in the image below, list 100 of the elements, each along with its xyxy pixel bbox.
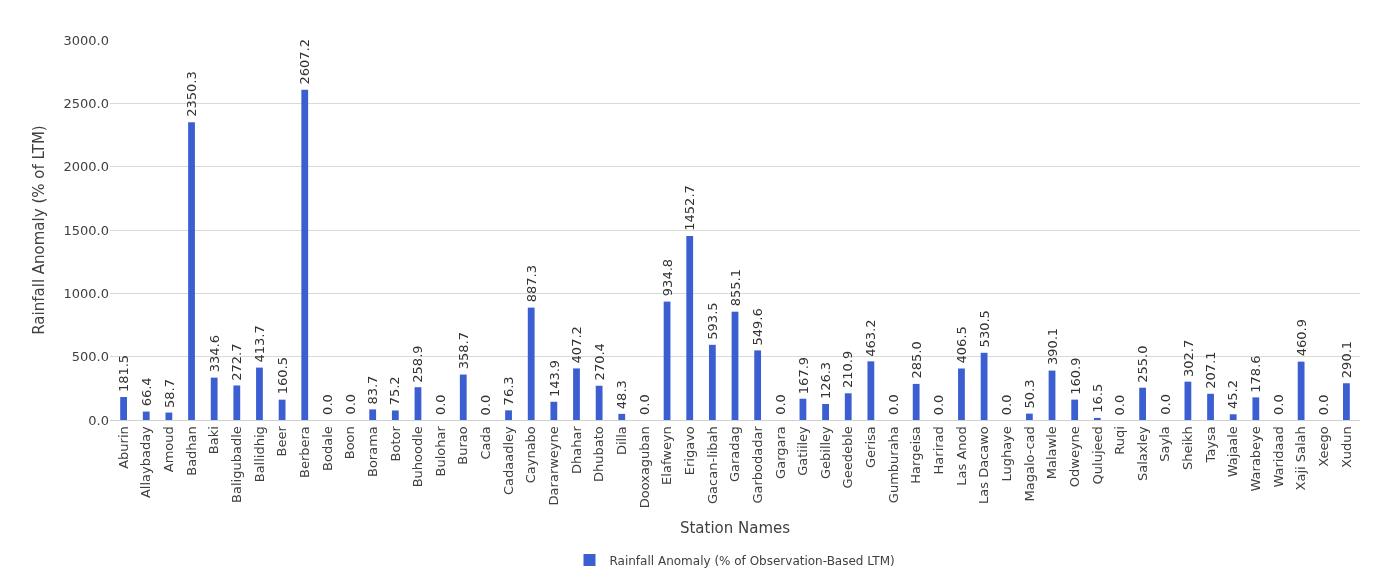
- data-label: 407.2: [568, 326, 584, 364]
- bar: [1343, 383, 1350, 420]
- bar: [210, 377, 218, 420]
- data-label: 167.9: [795, 356, 811, 395]
- x-tick-label: Wajaale: [1225, 426, 1241, 478]
- bar: [1252, 397, 1260, 420]
- bar: [708, 344, 716, 420]
- bar: [595, 385, 603, 420]
- x-axis-title: Station Names: [679, 519, 791, 538]
- data-label: 2607.2: [297, 39, 312, 85]
- x-tick-label: Harirad: [931, 426, 947, 475]
- bar: [1071, 399, 1079, 420]
- x-tick-label: Geedeble: [840, 426, 856, 489]
- bar: [1139, 387, 1147, 420]
- data-label: 83.7: [364, 375, 380, 405]
- bar: [256, 367, 263, 420]
- y-tick-label: 2500.0: [63, 95, 109, 111]
- bar: [618, 413, 626, 420]
- bar: [686, 235, 694, 420]
- x-tick-label: Boon: [342, 426, 358, 460]
- x-tick-label: Gargara: [772, 426, 788, 479]
- x-tick-label: Waridaad: [1270, 426, 1286, 488]
- data-label: 0.0: [1316, 394, 1332, 416]
- data-label: 460.9: [1294, 319, 1309, 357]
- y-tick-label: 3000.0: [63, 32, 109, 48]
- data-label: 48.3: [614, 380, 630, 410]
- data-label: 258.9: [410, 345, 426, 383]
- data-label: 463.2: [863, 319, 879, 357]
- bar: [165, 412, 173, 420]
- x-tick-label: Gebilley: [817, 425, 833, 480]
- x-tick-label: Taysa: [1202, 426, 1218, 464]
- x-tick-label: Ballidhig: [251, 426, 267, 483]
- data-label: 126.3: [818, 361, 834, 400]
- x-tick-label: Caynabo: [523, 426, 539, 484]
- data-label: 178.6: [1247, 355, 1263, 393]
- data-label: 290.1: [1338, 340, 1354, 379]
- x-tick-label: Las Anod: [953, 426, 969, 486]
- bar: [278, 399, 286, 420]
- x-tick-label: Warabeye: [1248, 426, 1264, 492]
- x-tick-label: Dhahar: [568, 425, 584, 474]
- data-label: 0.0: [1157, 394, 1173, 415]
- x-tick-label: Garadag: [727, 426, 743, 483]
- x-tick-label: Xaji Salah: [1293, 426, 1309, 491]
- x-tick-label: Cadaadley: [500, 425, 516, 495]
- x-tick-label: Dararweyne: [546, 426, 562, 506]
- bar: [550, 401, 558, 420]
- x-tick-label: Beer: [274, 425, 290, 457]
- x-tick-label: Ruqi: [1112, 426, 1128, 455]
- bar: [1229, 414, 1237, 420]
- bar: [233, 385, 241, 420]
- bar: [142, 411, 150, 420]
- y-tick-label: 2000.0: [63, 159, 109, 175]
- data-label: 0.0: [999, 394, 1015, 416]
- data-label: 0.0: [772, 394, 788, 415]
- x-tick-label: Botor: [387, 425, 403, 462]
- data-label: 413.7: [252, 325, 268, 363]
- x-tick-label: Salaxley: [1134, 425, 1150, 481]
- bar: [1297, 361, 1305, 420]
- bar: [301, 89, 309, 420]
- data-label: 0.0: [636, 394, 652, 415]
- x-tick-label: Dooxaguban: [636, 426, 652, 509]
- bar: [844, 393, 852, 420]
- x-tick-label: Odweyne: [1066, 426, 1082, 488]
- x-tick-label: Dhubato: [591, 426, 607, 482]
- x-tick-label: Burao: [455, 426, 471, 465]
- bar: [459, 374, 467, 420]
- y-tick-label: 0.0: [88, 412, 109, 428]
- bar: [867, 361, 875, 420]
- y-tick-label: 1000.0: [63, 285, 109, 301]
- data-label: 0.0: [433, 394, 449, 416]
- x-tick-label: Magalo-cad: [1021, 426, 1037, 502]
- data-label: 0.0: [1270, 394, 1286, 415]
- data-label: 160.5: [274, 357, 290, 395]
- data-label: 16.5: [1089, 383, 1105, 413]
- data-label: 285.0: [908, 341, 924, 379]
- y-axis-title: Rainfall Anomaly (% of LTM): [29, 125, 48, 335]
- x-tick-label: Xudun: [1338, 426, 1354, 469]
- x-tick-label: Elafweyn: [659, 426, 675, 485]
- x-tick-label: Gacan-libah: [704, 426, 720, 504]
- x-tick-label: Garbodadar: [749, 425, 765, 504]
- bar: [822, 404, 829, 420]
- x-tick-label: Xeego: [1315, 426, 1331, 467]
- bar: [505, 410, 512, 420]
- bar: [754, 350, 762, 420]
- legend-label: Rainfall Anomaly (% of Observation-Based LTM): [609, 553, 895, 568]
- x-tick-label: Malawle: [1044, 426, 1060, 480]
- bar: [1093, 417, 1101, 420]
- data-label: 270.4: [591, 343, 607, 381]
- data-label: 358.7: [456, 332, 472, 370]
- data-label: 549.6: [749, 308, 765, 346]
- bar: [1207, 393, 1214, 420]
- bar: [391, 410, 399, 420]
- x-tick-label: Las Dacawo: [976, 426, 992, 504]
- data-label: 75.2: [387, 376, 403, 406]
- x-tick-label: Allaybaday: [138, 425, 154, 499]
- y-tick-label: 1500.0: [63, 222, 109, 238]
- x-tick-label: Berbera: [296, 426, 312, 479]
- x-tick-label: Baligubadle: [229, 426, 245, 503]
- data-label: 593.5: [705, 302, 721, 340]
- data-label: 58.7: [161, 378, 177, 408]
